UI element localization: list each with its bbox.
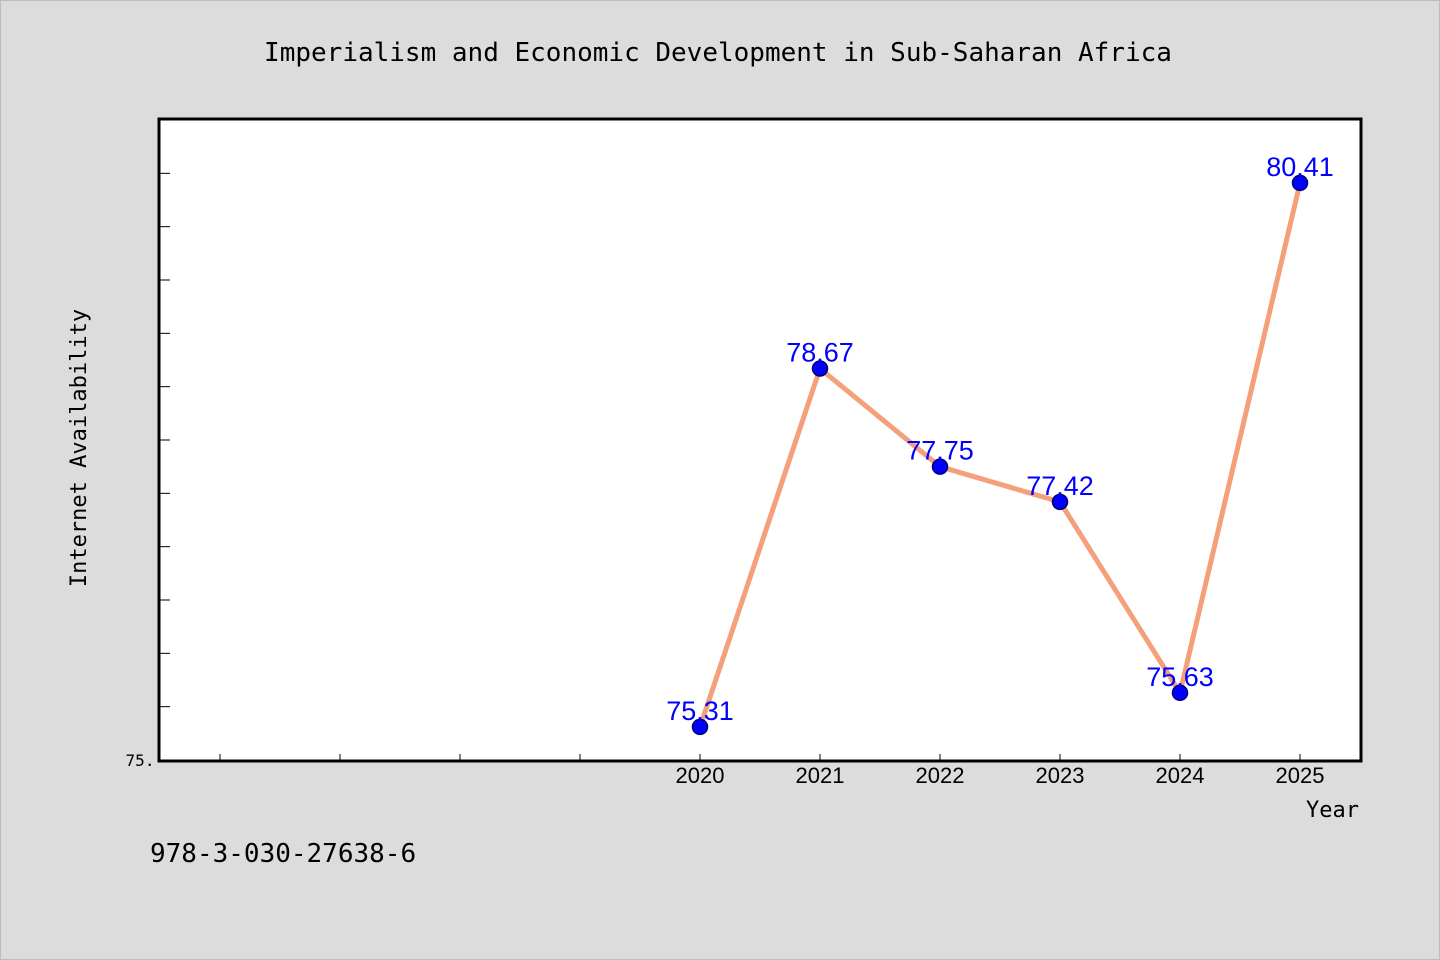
data-labels: 75.31 78.67 77.75 77.42 75.63 80.41 — [666, 152, 1334, 726]
data-point — [1171, 684, 1189, 702]
data-label: 78.67 — [786, 338, 854, 368]
data-point — [691, 718, 709, 736]
x-tick-label: 2024 — [1156, 763, 1205, 788]
x-tick-label: 2020 — [676, 763, 725, 788]
data-label: 75.63 — [1146, 662, 1214, 692]
data-label: 75.31 — [666, 696, 734, 726]
data-label: 80.41 — [1266, 152, 1334, 182]
data-label: 77.42 — [1026, 471, 1094, 501]
data-point — [1051, 493, 1069, 511]
plot-area — [157, 117, 1363, 763]
footer-isbn: 978-3-030-27638-6 — [150, 839, 416, 869]
series-line — [697, 180, 1303, 730]
x-axis-ticks — [219, 754, 1301, 760]
series-points — [691, 174, 1309, 736]
y-axis-label: Internet Availability — [67, 309, 92, 587]
x-tick-label: 2022 — [916, 763, 965, 788]
y-tick-label: 75. — [126, 751, 155, 770]
x-tick-label: 2021 — [796, 763, 845, 788]
data-point — [931, 458, 949, 475]
x-tick-label: 2023 — [1036, 763, 1085, 788]
chart-title: Imperialism and Economic Development in … — [264, 38, 1172, 68]
x-tick-labels: 2020 2021 2022 2023 2024 2025 — [676, 763, 1325, 788]
data-point — [811, 360, 829, 377]
x-tick-label: 2025 — [1276, 763, 1325, 788]
data-point — [1291, 174, 1309, 192]
data-label: 77.75 — [906, 436, 974, 466]
y-axis-ticks — [160, 119, 170, 761]
x-axis-label: Year — [1306, 798, 1359, 823]
